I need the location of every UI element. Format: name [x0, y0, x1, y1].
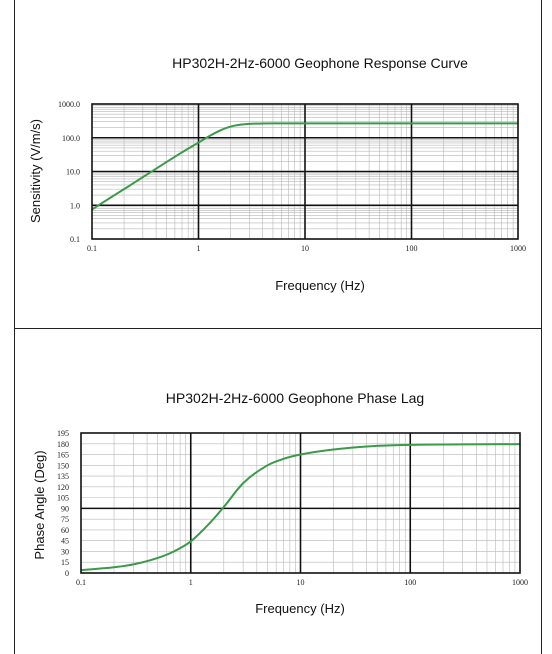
x-tick-label: 1 — [189, 578, 193, 587]
series-group — [91, 122, 518, 211]
y-tick-label: 135 — [57, 472, 69, 481]
chart-title: HP302H-2Hz-6000 Geophone Phase Lag — [166, 390, 424, 406]
series-line — [80, 443, 521, 572]
y-tick-label: 165 — [57, 451, 69, 460]
y-tick-labels: 0.1 1.0 10.0 100.0 1000.0 — [58, 100, 80, 244]
x-axis-title: Frequency (Hz) — [275, 278, 365, 293]
x-tick-label: 0.1 — [76, 578, 86, 587]
y-tick-label: 75 — [61, 515, 69, 524]
x-tick-label: 0.1 — [87, 244, 97, 253]
x-tick-label: 10 — [297, 578, 305, 587]
y-tick-label: 1.0 — [70, 201, 80, 210]
y-tick-label: 90 — [61, 504, 69, 513]
y-tick-label: 0 — [65, 569, 69, 578]
y-axis-title: Phase Angle (Deg) — [32, 450, 47, 559]
x-tick-labels: 0.1 1 10 100 1000 — [76, 578, 528, 587]
y-tick-label: 30 — [61, 547, 69, 556]
x-tick-labels: 0.1 1 10 100 1000 — [87, 244, 526, 253]
x-tick-label: 1 — [197, 244, 201, 253]
grid — [81, 433, 520, 573]
y-tick-label: 0.1 — [70, 235, 80, 244]
x-tick-label: 1000 — [512, 578, 528, 587]
plot-border — [91, 103, 519, 240]
x-axis-title: Frequency (Hz) — [255, 601, 345, 616]
x-tick-label: 1000 — [510, 244, 526, 253]
x-tick-label: 100 — [404, 578, 416, 587]
x-tick-label: 100 — [406, 244, 418, 253]
x-tick-label: 10 — [301, 244, 309, 253]
y-tick-label: 10.0 — [66, 168, 80, 177]
y-axis-title: Sensitivity (V/m/s) — [28, 119, 43, 223]
y-tick-label: 45 — [61, 537, 69, 546]
response-curve-chart: HP302H-2Hz-6000 Geophone Response Curve … — [28, 55, 526, 293]
y-tick-label: 120 — [57, 483, 69, 492]
y-tick-label: 105 — [57, 494, 69, 503]
chart-title: HP302H-2Hz-6000 Geophone Response Curve — [172, 55, 468, 71]
plot-border — [80, 432, 521, 574]
y-tick-label: 180 — [57, 440, 69, 449]
phase-lag-chart: HP302H-2Hz-6000 Geophone Phase Lag 0.1 1 1… — [32, 390, 528, 616]
grid — [92, 104, 518, 239]
series-group — [80, 443, 521, 572]
y-tick-label: 60 — [61, 526, 69, 535]
y-tick-label: 100.0 — [62, 134, 80, 143]
y-tick-label: 15 — [61, 558, 69, 567]
y-tick-label: 195 — [57, 429, 69, 438]
series-line — [91, 122, 518, 211]
y-tick-label: 1000.0 — [58, 100, 80, 109]
y-tick-label: 150 — [57, 461, 69, 470]
